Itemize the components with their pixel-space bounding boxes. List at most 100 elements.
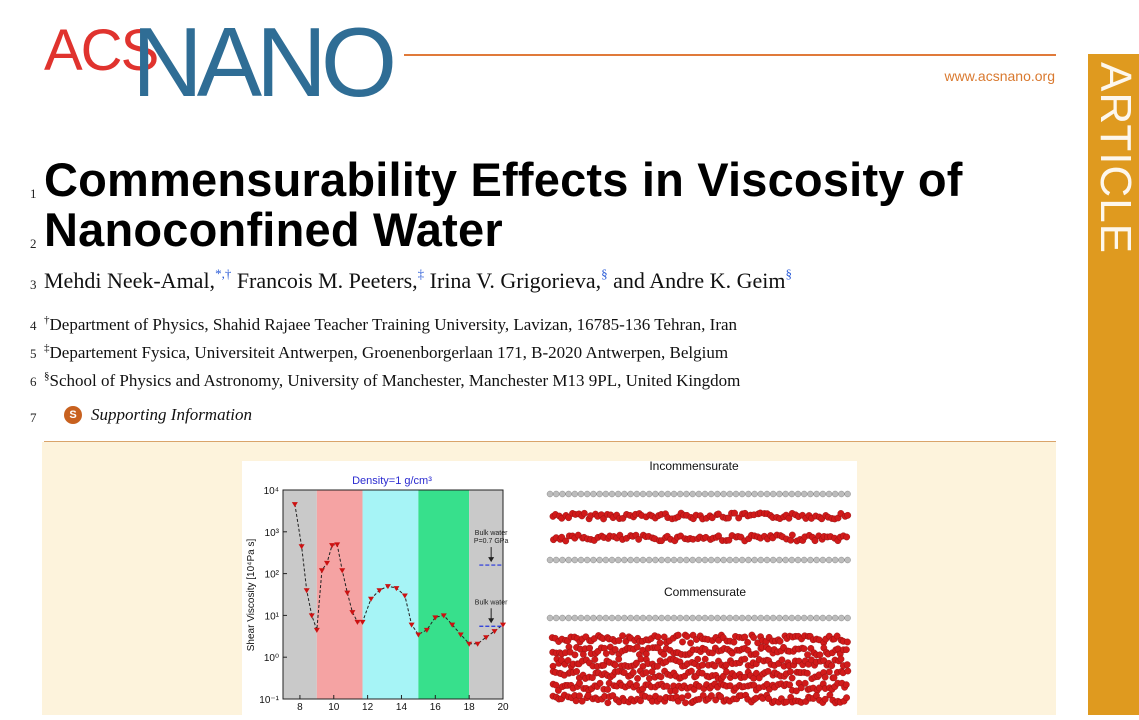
x-tick-label: 20 — [497, 702, 509, 713]
data-point — [401, 593, 408, 599]
carbon-atom — [776, 490, 783, 498]
water-molecule — [586, 644, 593, 652]
water-molecule — [830, 674, 838, 682]
carbon-atom — [546, 490, 554, 498]
section-label: ARTICLE — [1091, 62, 1137, 254]
water-molecule — [660, 650, 668, 658]
carbon-atom — [763, 490, 771, 498]
annotation-text: Bulk water — [475, 599, 508, 606]
carbon-atom — [838, 490, 845, 498]
water-molecule — [576, 692, 583, 700]
data-point — [474, 641, 481, 647]
water-molecule — [633, 681, 640, 689]
carbon-atom — [577, 556, 585, 564]
carbon-atom — [732, 490, 740, 498]
water-molecule — [708, 514, 716, 522]
carbon-atom — [621, 614, 628, 622]
line-number: 2 — [30, 236, 37, 251]
data-point — [329, 543, 336, 549]
y-tick-label: 10⁰ — [264, 653, 279, 664]
water-molecule — [657, 673, 665, 681]
carbon-atom — [614, 556, 622, 564]
supporting-information-link[interactable]: S Supporting Information — [64, 405, 252, 425]
journal-url[interactable]: www.acsnano.org — [944, 68, 1055, 84]
carbon-atom — [800, 614, 808, 622]
water-molecule — [633, 659, 640, 667]
carbon-atom — [794, 614, 802, 622]
data-point — [408, 622, 415, 628]
carbon-atom — [732, 556, 740, 564]
carbon-atom — [844, 556, 851, 564]
section-bar — [1088, 54, 1139, 715]
carbon-atom — [695, 614, 703, 622]
carbon-atom — [552, 556, 560, 564]
data-point — [500, 622, 506, 628]
line-number: 3 — [30, 277, 37, 292]
carbon-atom — [738, 556, 746, 564]
carbon-atom — [577, 490, 585, 498]
carbon-atom — [559, 490, 566, 498]
water-molecule — [793, 687, 800, 695]
water-molecule — [674, 631, 682, 639]
carbon-atom — [825, 490, 833, 498]
water-molecule — [837, 655, 845, 663]
water-molecule — [787, 668, 794, 676]
carbon-atom — [565, 556, 572, 564]
water-molecule — [679, 638, 686, 646]
carbon-atom — [565, 614, 572, 622]
data-point — [334, 542, 341, 548]
journal-logo: ACS NANO — [44, 8, 399, 108]
carbon-atom — [788, 614, 796, 622]
y-tick-label: 10⁴ — [264, 486, 279, 497]
water-molecule — [843, 661, 851, 669]
water-molecule — [604, 699, 612, 707]
water-molecule — [654, 633, 662, 641]
carbon-atom — [788, 490, 796, 498]
carbon-atom — [664, 614, 672, 622]
data-point — [313, 627, 320, 633]
x-tick-label: 18 — [464, 702, 476, 713]
affiliation: §School of Physics and Astronomy, Univer… — [44, 370, 741, 390]
carbon-atom — [838, 614, 845, 622]
data-point — [308, 613, 315, 619]
plot-frame — [282, 489, 504, 700]
water-molecule — [821, 695, 829, 703]
data-point — [344, 590, 351, 596]
author-marks[interactable]: ‡ — [417, 266, 425, 281]
water-molecule — [725, 536, 733, 544]
carbon-atom — [546, 556, 554, 564]
annotation-text: Bulk water — [475, 530, 508, 537]
carbon-atom — [658, 556, 665, 564]
x-tick-label: 16 — [430, 702, 442, 713]
water-molecule — [844, 638, 851, 646]
carbon-atom — [751, 556, 758, 564]
carbon-atom — [726, 556, 734, 564]
carbon-atom — [658, 614, 665, 622]
data-point — [415, 632, 422, 638]
carbon-atom — [732, 614, 740, 622]
author-marks[interactable]: § — [601, 266, 608, 281]
water-molecule — [620, 669, 628, 677]
carbon-atom — [794, 490, 802, 498]
data-point — [376, 588, 383, 594]
carbon-atom — [683, 556, 690, 564]
author-name: Mehdi Neek-Amal, — [44, 268, 216, 293]
carbon-atom — [670, 556, 678, 564]
author-marks[interactable]: *,† — [215, 266, 232, 281]
data-point — [483, 635, 490, 641]
data-point — [291, 502, 298, 508]
carbon-atom — [596, 490, 603, 498]
data-point — [432, 615, 439, 621]
carbon-atom — [590, 556, 597, 564]
carbon-atom — [627, 490, 634, 498]
carbon-atom — [664, 490, 672, 498]
carbon-atom — [763, 614, 771, 622]
water-molecule — [712, 696, 720, 704]
line-number: 6 — [30, 374, 37, 389]
water-molecule — [701, 655, 709, 663]
carbon-atom — [757, 490, 765, 498]
water-molecule — [843, 533, 851, 541]
author-marks[interactable]: § — [785, 266, 792, 281]
carbon-atom — [714, 614, 721, 622]
header-separator — [44, 441, 1056, 442]
